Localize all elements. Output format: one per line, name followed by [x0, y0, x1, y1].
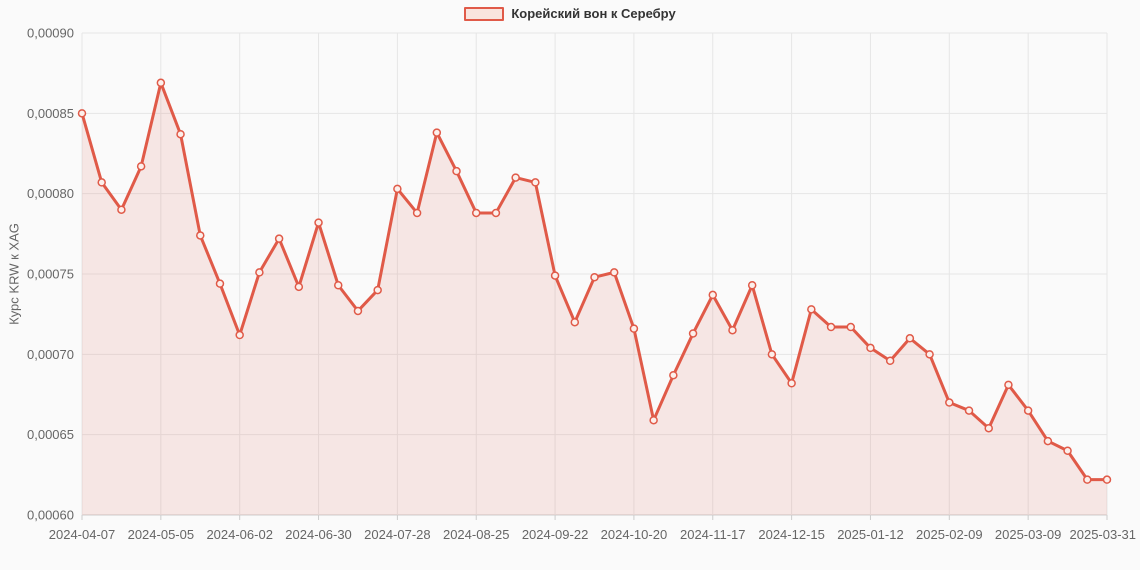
x-tick-label: 2024-08-25	[443, 527, 510, 542]
y-tick-label: 0,00075	[27, 267, 74, 282]
data-point[interactable]	[294, 282, 304, 292]
data-point[interactable]	[846, 322, 855, 332]
data-point[interactable]	[255, 268, 264, 277]
data-point[interactable]	[945, 398, 954, 407]
data-point[interactable]	[1083, 475, 1092, 484]
data-point[interactable]	[866, 343, 875, 353]
legend-item[interactable]: Корейский вон к Серебру	[0, 6, 1140, 21]
data-point[interactable]	[136, 162, 146, 171]
data-point[interactable]	[984, 423, 993, 433]
data-point[interactable]	[885, 356, 895, 366]
data-point[interactable]	[77, 109, 87, 118]
x-tick-label: 2025-01-12	[837, 527, 904, 542]
x-tick-label: 2024-06-02	[206, 527, 273, 542]
y-tick-label: 0,00060	[27, 508, 74, 523]
data-point[interactable]	[452, 166, 461, 176]
data-point[interactable]	[412, 208, 422, 218]
y-axis-title: Курс KRW к XAG	[6, 223, 22, 325]
data-point[interactable]	[97, 178, 106, 187]
x-tick-label: 2024-12-15	[758, 527, 825, 542]
data-point[interactable]	[747, 281, 757, 290]
x-tick-label: 2025-02-09	[916, 527, 983, 542]
y-tick-label: 0,00080	[27, 186, 74, 201]
data-point[interactable]	[767, 350, 777, 359]
data-point[interactable]	[117, 205, 126, 214]
data-point[interactable]	[964, 406, 974, 415]
x-tick-label: 2024-09-22	[522, 527, 589, 542]
data-point[interactable]	[373, 285, 382, 295]
x-tick-label: 2024-05-05	[128, 527, 195, 542]
data-point[interactable]	[176, 129, 185, 139]
data-point[interactable]	[353, 306, 363, 316]
x-tick-label: 2024-11-17	[680, 527, 746, 542]
data-point[interactable]	[215, 279, 225, 288]
data-point[interactable]	[471, 208, 481, 218]
data-point[interactable]	[531, 178, 540, 187]
data-point[interactable]	[688, 329, 698, 338]
x-tick-label: 2025-03-31	[1070, 527, 1137, 542]
data-point[interactable]	[314, 218, 323, 227]
data-point[interactable]	[1023, 406, 1033, 415]
x-tick-label: 2024-10-20	[601, 527, 668, 542]
data-point[interactable]	[807, 305, 816, 314]
data-point[interactable]	[432, 128, 442, 137]
y-tick-label: 0,00085	[27, 106, 74, 121]
data-point[interactable]	[491, 208, 501, 218]
data-point[interactable]	[925, 350, 934, 359]
data-point[interactable]	[1102, 475, 1112, 484]
data-point[interactable]	[511, 173, 520, 182]
data-point[interactable]	[550, 271, 560, 280]
series-area	[82, 82, 1107, 515]
data-point[interactable]	[156, 78, 166, 88]
data-point[interactable]	[334, 281, 343, 290]
x-tick-label: 2024-04-07	[49, 527, 116, 542]
legend-label: Корейский вон к Серебру	[511, 6, 676, 21]
data-point[interactable]	[649, 415, 658, 425]
x-tick-label: 2024-07-28	[364, 527, 431, 542]
data-point[interactable]	[274, 234, 284, 243]
data-point[interactable]	[1043, 436, 1053, 446]
data-point[interactable]	[393, 184, 402, 194]
y-tick-label: 0,00090	[27, 26, 74, 41]
data-point[interactable]	[590, 272, 599, 282]
data-point[interactable]	[235, 330, 244, 340]
data-point[interactable]	[609, 268, 619, 277]
data-point[interactable]	[826, 322, 836, 332]
data-point[interactable]	[629, 324, 639, 333]
data-point[interactable]	[1063, 446, 1072, 455]
data-point[interactable]	[669, 370, 678, 380]
data-point[interactable]	[708, 290, 718, 300]
data-point[interactable]	[196, 231, 205, 240]
x-tick-label: 2025-03-09	[995, 527, 1062, 542]
y-tick-label: 0,00070	[27, 347, 74, 362]
data-point[interactable]	[728, 325, 737, 335]
data-point[interactable]	[905, 334, 915, 343]
data-point[interactable]	[570, 317, 580, 327]
y-tick-label: 0,00065	[27, 427, 74, 442]
x-tick-label: 2024-06-30	[285, 527, 352, 542]
data-point[interactable]	[1004, 380, 1013, 390]
legend-series-marker	[464, 6, 505, 21]
data-point[interactable]	[787, 379, 796, 388]
